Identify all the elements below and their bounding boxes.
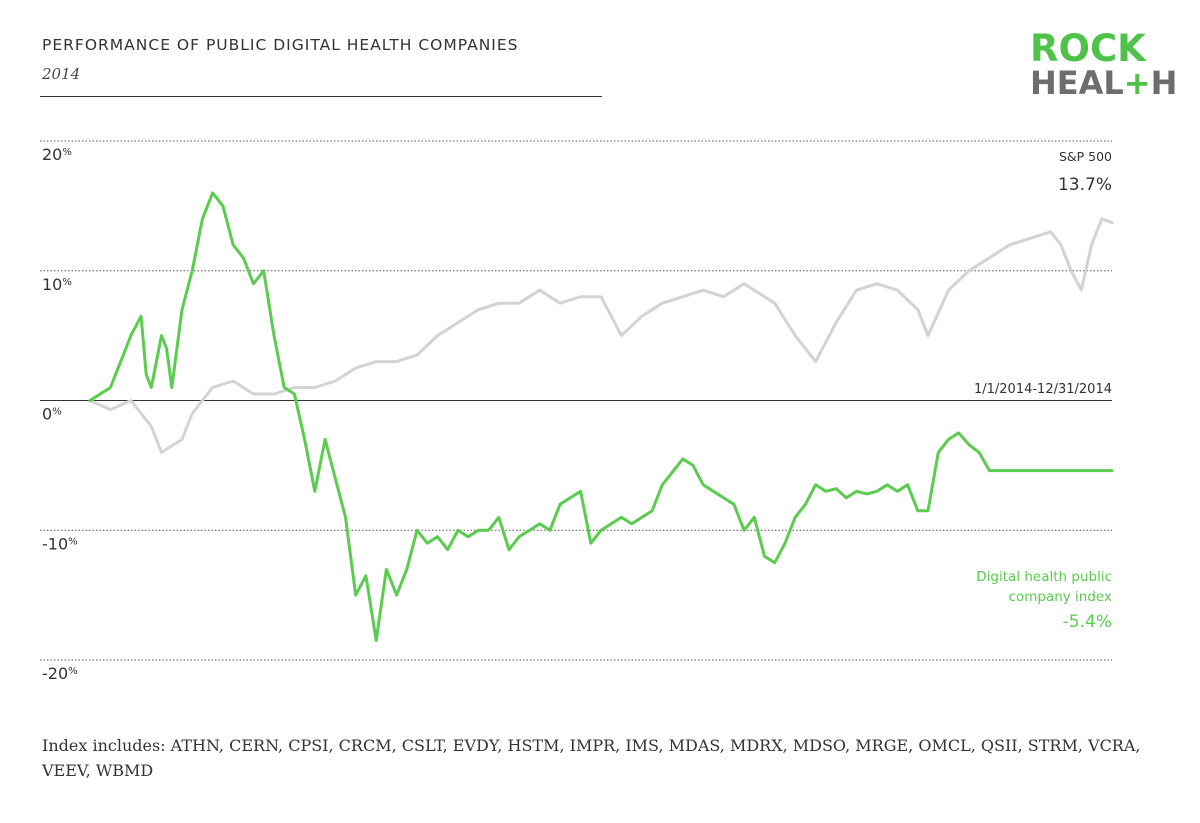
- chart-subtitle: 2014: [42, 65, 81, 83]
- grid-layer: [40, 140, 1112, 661]
- digital-health-label-line1: Digital health public: [976, 569, 1112, 585]
- y-tick-label: -20%: [42, 664, 78, 683]
- digital-health-series-line: [88, 191, 1114, 642]
- chart-title: PERFORMANCE OF PUBLIC DIGITAL HEALTH COM…: [42, 36, 519, 54]
- sp500-series-line: [88, 217, 1114, 454]
- logo-line-health: HEAL+H: [1030, 64, 1177, 102]
- series-labels: 1/1/2014-12/31/2014 S&P 500 13.7% Digita…: [974, 149, 1112, 632]
- digital-health-value: -5.4%: [1063, 612, 1112, 632]
- y-tick-label: 0%: [42, 405, 62, 424]
- y-tick-label: 10%: [42, 275, 72, 294]
- y-tick-label: 20%: [42, 145, 72, 164]
- logo-h: H: [1150, 64, 1178, 102]
- logo-heal: HEAL: [1030, 64, 1124, 102]
- y-tick-labels: 20% 10% 0% -10% -20%: [42, 145, 78, 683]
- date-range-label: 1/1/2014-12/31/2014: [974, 382, 1112, 397]
- y-tick-label: -10%: [42, 534, 78, 553]
- sp500-value: 13.7%: [1058, 175, 1112, 195]
- rock-health-logo: ROCK HEAL+H: [1030, 27, 1177, 104]
- title-divider: [40, 96, 602, 97]
- logo-plus: +: [1123, 64, 1151, 102]
- index-footnote: Index includes: ATHN, CERN, CPSI, CRCM, …: [42, 736, 1141, 780]
- digital-health-label-line2: company index: [1009, 589, 1112, 605]
- series-layer: [88, 191, 1114, 642]
- logo-line-rock: ROCK: [1030, 27, 1146, 70]
- sp500-label: S&P 500: [1059, 149, 1112, 164]
